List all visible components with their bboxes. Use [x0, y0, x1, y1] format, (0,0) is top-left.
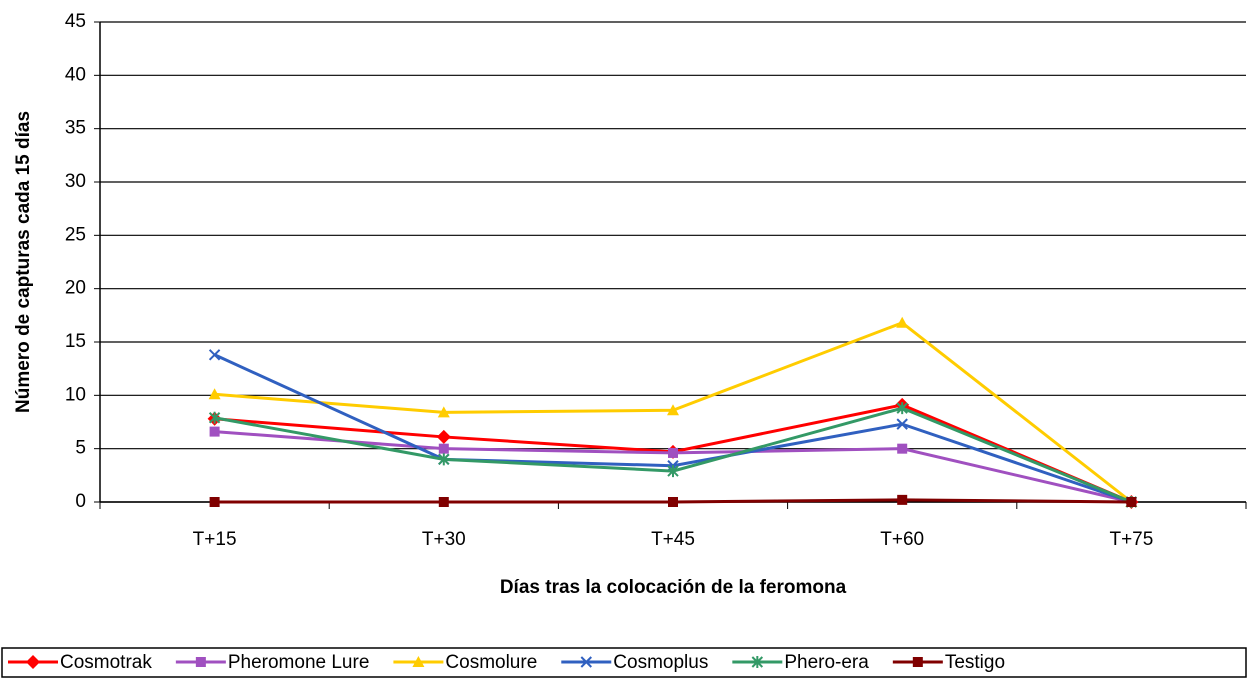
marker: [1126, 497, 1137, 507]
x-tick-label: T+30: [422, 529, 466, 550]
x-tick-label: T+15: [193, 529, 237, 550]
x-tick-label: T+60: [880, 529, 924, 550]
marker: [668, 447, 678, 458]
y-tick-label: 25: [65, 224, 86, 245]
marker: [668, 497, 678, 507]
marker: [208, 388, 221, 400]
marker: [896, 402, 908, 415]
marker: [897, 494, 908, 505]
marker: [667, 465, 679, 478]
marker: [195, 657, 206, 667]
marker: [208, 349, 221, 361]
marker: [209, 426, 220, 437]
y-tick-label: 10: [65, 384, 86, 405]
marker: [438, 453, 450, 466]
y-tick-label: 35: [65, 118, 86, 139]
y-tick-label: 45: [65, 11, 86, 32]
legend-label: Cosmotrak: [60, 652, 152, 673]
x-axis-title: Días tras la colocación de la feromona: [500, 577, 847, 598]
y-axis-title: Número de capturas cada 15 días: [13, 111, 34, 413]
marker: [208, 411, 221, 424]
marker: [436, 429, 451, 444]
y-tick-label: 40: [65, 64, 86, 85]
marker: [580, 656, 592, 668]
y-tick-label: 20: [65, 278, 86, 299]
legend-label: Cosmolure: [445, 652, 537, 673]
marker: [751, 656, 764, 668]
marker: [209, 497, 220, 507]
legend-label: Cosmoplus: [613, 652, 708, 673]
y-tick-label: 15: [65, 331, 86, 352]
y-tick-label: 30: [65, 171, 86, 192]
marker: [896, 418, 908, 430]
legend-box: [1, 647, 1247, 678]
marker: [438, 497, 449, 507]
marker: [412, 656, 425, 667]
x-tick-label: T+45: [651, 529, 695, 550]
marker: [896, 316, 909, 328]
marker: [437, 406, 450, 418]
marker: [897, 443, 908, 454]
marker: [667, 404, 679, 416]
x-tick-label: T+75: [1109, 529, 1153, 550]
legend-label: Phero-era: [784, 652, 869, 673]
marker: [438, 443, 449, 454]
marker: [912, 657, 923, 667]
y-tick-label: 0: [75, 491, 86, 512]
legend-label: Testigo: [945, 652, 1005, 673]
legend-label: Pheromone Lure: [228, 652, 370, 673]
y-tick-label: 5: [75, 438, 86, 459]
marker: [26, 655, 40, 669]
